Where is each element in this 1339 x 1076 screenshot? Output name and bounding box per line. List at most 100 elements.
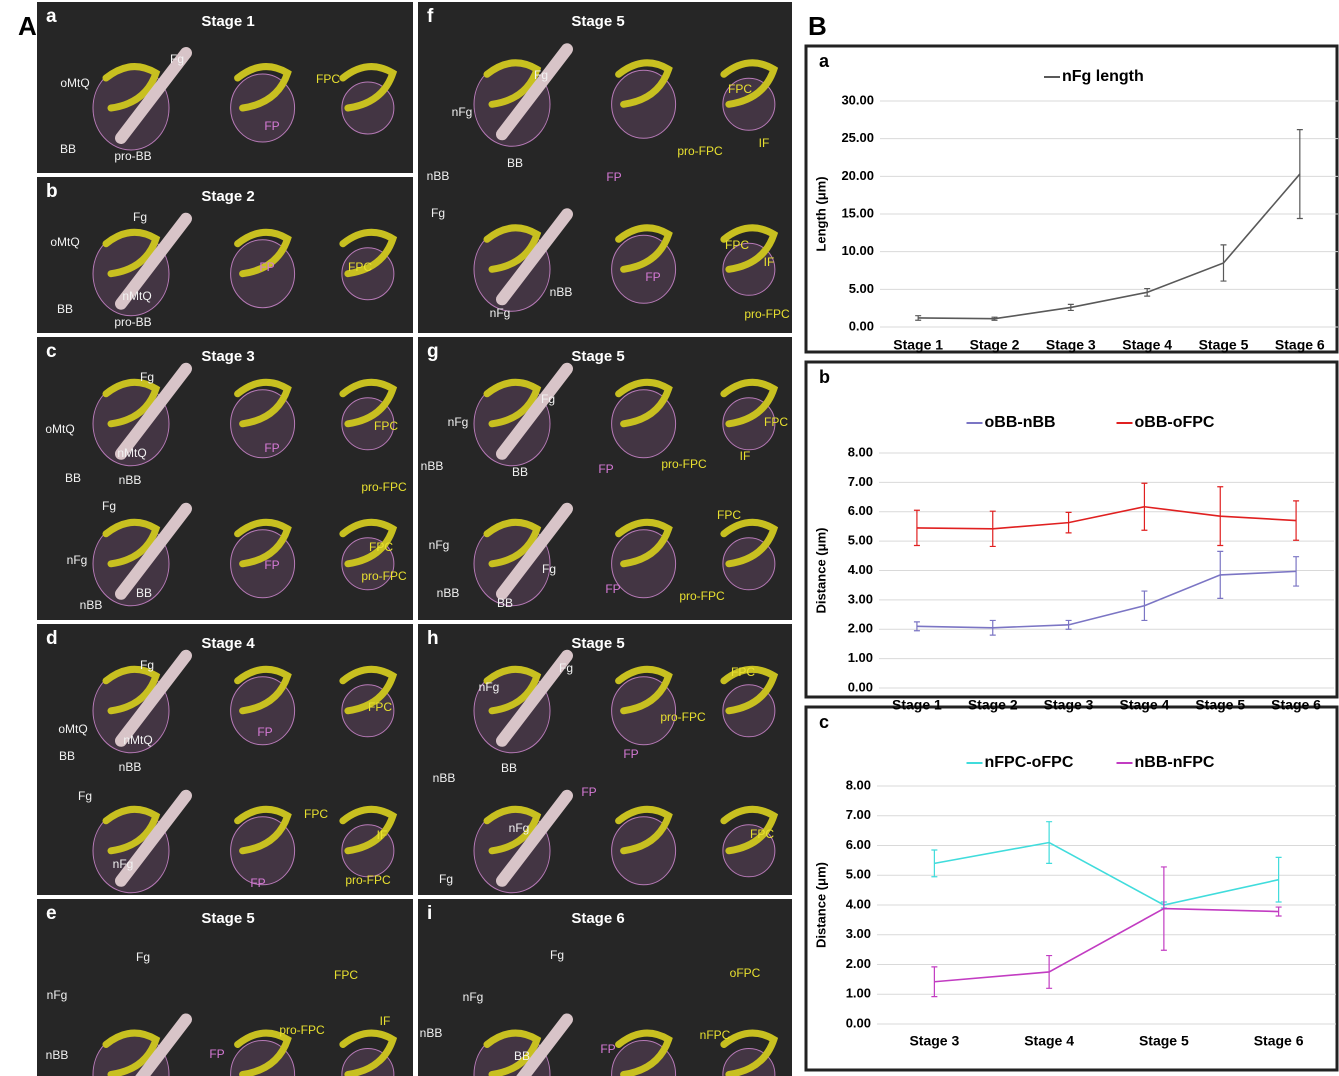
structure-label: BB xyxy=(497,596,513,610)
y-tick-label: 25.00 xyxy=(841,130,874,145)
structure-label: nMtQ xyxy=(117,446,146,460)
structure-label: IF xyxy=(740,449,751,463)
panel-title: Stage 5 xyxy=(571,635,624,652)
structure-label: BB xyxy=(136,586,152,600)
x-tick-label: Stage 2 xyxy=(968,697,1018,713)
structure-label: FPC xyxy=(316,72,340,86)
structure-label: FP xyxy=(259,260,274,274)
structure-label: Fg xyxy=(439,872,453,886)
structure-label: pro-FPC xyxy=(679,589,725,603)
structure-label: Fg xyxy=(542,562,556,576)
y-tick-label: 1.00 xyxy=(848,650,873,665)
structure-label: Fg xyxy=(136,950,150,964)
y-axis-label: Length (μm) xyxy=(813,176,828,251)
chart-frame xyxy=(806,46,1337,352)
structure-label: nFg xyxy=(463,990,484,1004)
x-tick-label: Stage 5 xyxy=(1139,1033,1189,1049)
y-tick-label: 2.00 xyxy=(846,956,871,971)
panel-letter: h xyxy=(427,628,439,649)
structure-label: Fg xyxy=(431,206,445,220)
structure-label: IF xyxy=(759,136,770,150)
structure-label: nBB xyxy=(421,459,444,473)
structure-label: nFg xyxy=(490,306,511,320)
structure-label: pro-FPC xyxy=(677,144,723,158)
structure-label: nFg xyxy=(452,105,473,119)
panel-letter: c xyxy=(46,341,57,362)
structure-label: FPC xyxy=(750,827,774,841)
y-tick-label: 0.00 xyxy=(846,1015,871,1030)
structure-label: FPC xyxy=(717,508,741,522)
structure-label: BB xyxy=(59,749,75,763)
figure-label: A xyxy=(18,11,37,41)
panel-title: Stage 3 xyxy=(201,348,254,365)
panel-letter: b xyxy=(46,181,58,202)
structure-label: nBB xyxy=(437,586,460,600)
structure-label: Fg xyxy=(541,392,555,406)
structure-label: nBB xyxy=(119,473,142,487)
structure-label: BB xyxy=(60,142,76,156)
x-tick-label: Stage 6 xyxy=(1271,697,1321,713)
structure-label: nBB xyxy=(80,598,103,612)
y-tick-label: 30.00 xyxy=(841,92,874,107)
panel-title: Stage 5 xyxy=(571,348,624,365)
x-tick-label: Stage 6 xyxy=(1254,1033,1304,1049)
structure-label: BB xyxy=(514,1049,530,1063)
structure-label: FP xyxy=(606,170,621,184)
structure-label: FP xyxy=(600,1042,615,1056)
legend-label: oBB-nBB xyxy=(985,414,1056,431)
y-tick-label: 20.00 xyxy=(841,168,874,183)
panel-letter: g xyxy=(427,341,439,362)
y-tick-label: 1.00 xyxy=(846,986,871,1001)
x-tick-label: Stage 5 xyxy=(1199,337,1249,353)
structure-label: pro-FPC xyxy=(279,1023,325,1037)
y-tick-label: 7.00 xyxy=(848,474,873,489)
y-tick-label: 5.00 xyxy=(846,867,871,882)
structure-label: IF xyxy=(380,1014,391,1028)
structure-label: Fg xyxy=(78,789,92,803)
y-tick-label: 5.00 xyxy=(848,533,873,548)
structure-label: nFPC xyxy=(700,1028,731,1042)
structure-label: BB xyxy=(507,156,523,170)
structure-label: FPC xyxy=(304,807,328,821)
structure-label: FP xyxy=(250,876,265,890)
figure-label: B xyxy=(808,11,827,41)
structure-label: oMtQ xyxy=(58,722,87,736)
panel-letter: e xyxy=(46,903,57,924)
y-tick-label: 0.00 xyxy=(848,679,873,694)
structure-label: FP xyxy=(264,119,279,133)
structure-label: oMtQ xyxy=(50,235,79,249)
structure-label: pro-FPC xyxy=(661,457,707,471)
structure-label: pro-BB xyxy=(114,149,151,163)
structure-label: Fg xyxy=(140,370,154,384)
structure-label: nBB xyxy=(420,1026,443,1040)
chart-label: c xyxy=(819,712,829,732)
x-tick-label: Stage 6 xyxy=(1275,337,1325,353)
structure-label: FPC xyxy=(725,238,749,252)
legend-label: nFPC-oFPC xyxy=(985,754,1074,771)
x-tick-label: Stage 3 xyxy=(909,1033,959,1049)
y-tick-label: 7.00 xyxy=(846,807,871,822)
figure: ABaStage 1FgoMtQBBpro-BBFPCFPbStage 2Fgo… xyxy=(0,0,1339,1076)
structure-label: Fg xyxy=(133,210,147,224)
structure-label: FPC xyxy=(731,665,755,679)
structure-label: BB xyxy=(65,471,81,485)
structure-label: nMtQ xyxy=(123,733,152,747)
structure-label: FPC xyxy=(368,700,392,714)
panel-letter: a xyxy=(46,6,57,27)
structure-label: pro-FPC xyxy=(361,480,407,494)
y-tick-label: 6.00 xyxy=(846,837,871,852)
y-tick-label: 0.00 xyxy=(849,318,874,333)
structure-label: Fg xyxy=(559,661,573,675)
panel-letter: d xyxy=(46,628,58,649)
x-tick-label: Stage 5 xyxy=(1195,697,1245,713)
structure-label: Fg xyxy=(170,52,184,66)
structure-label: FP xyxy=(264,558,279,572)
structure-label: Fg xyxy=(534,68,548,82)
y-tick-label: 15.00 xyxy=(841,205,874,220)
structure-label: nFg xyxy=(67,553,88,567)
y-axis-label: Distance (μm) xyxy=(813,528,828,614)
y-tick-label: 2.00 xyxy=(848,621,873,636)
structure-label: oMtQ xyxy=(45,422,74,436)
structure-label: nFg xyxy=(448,415,469,429)
structure-label: Fg xyxy=(102,499,116,513)
